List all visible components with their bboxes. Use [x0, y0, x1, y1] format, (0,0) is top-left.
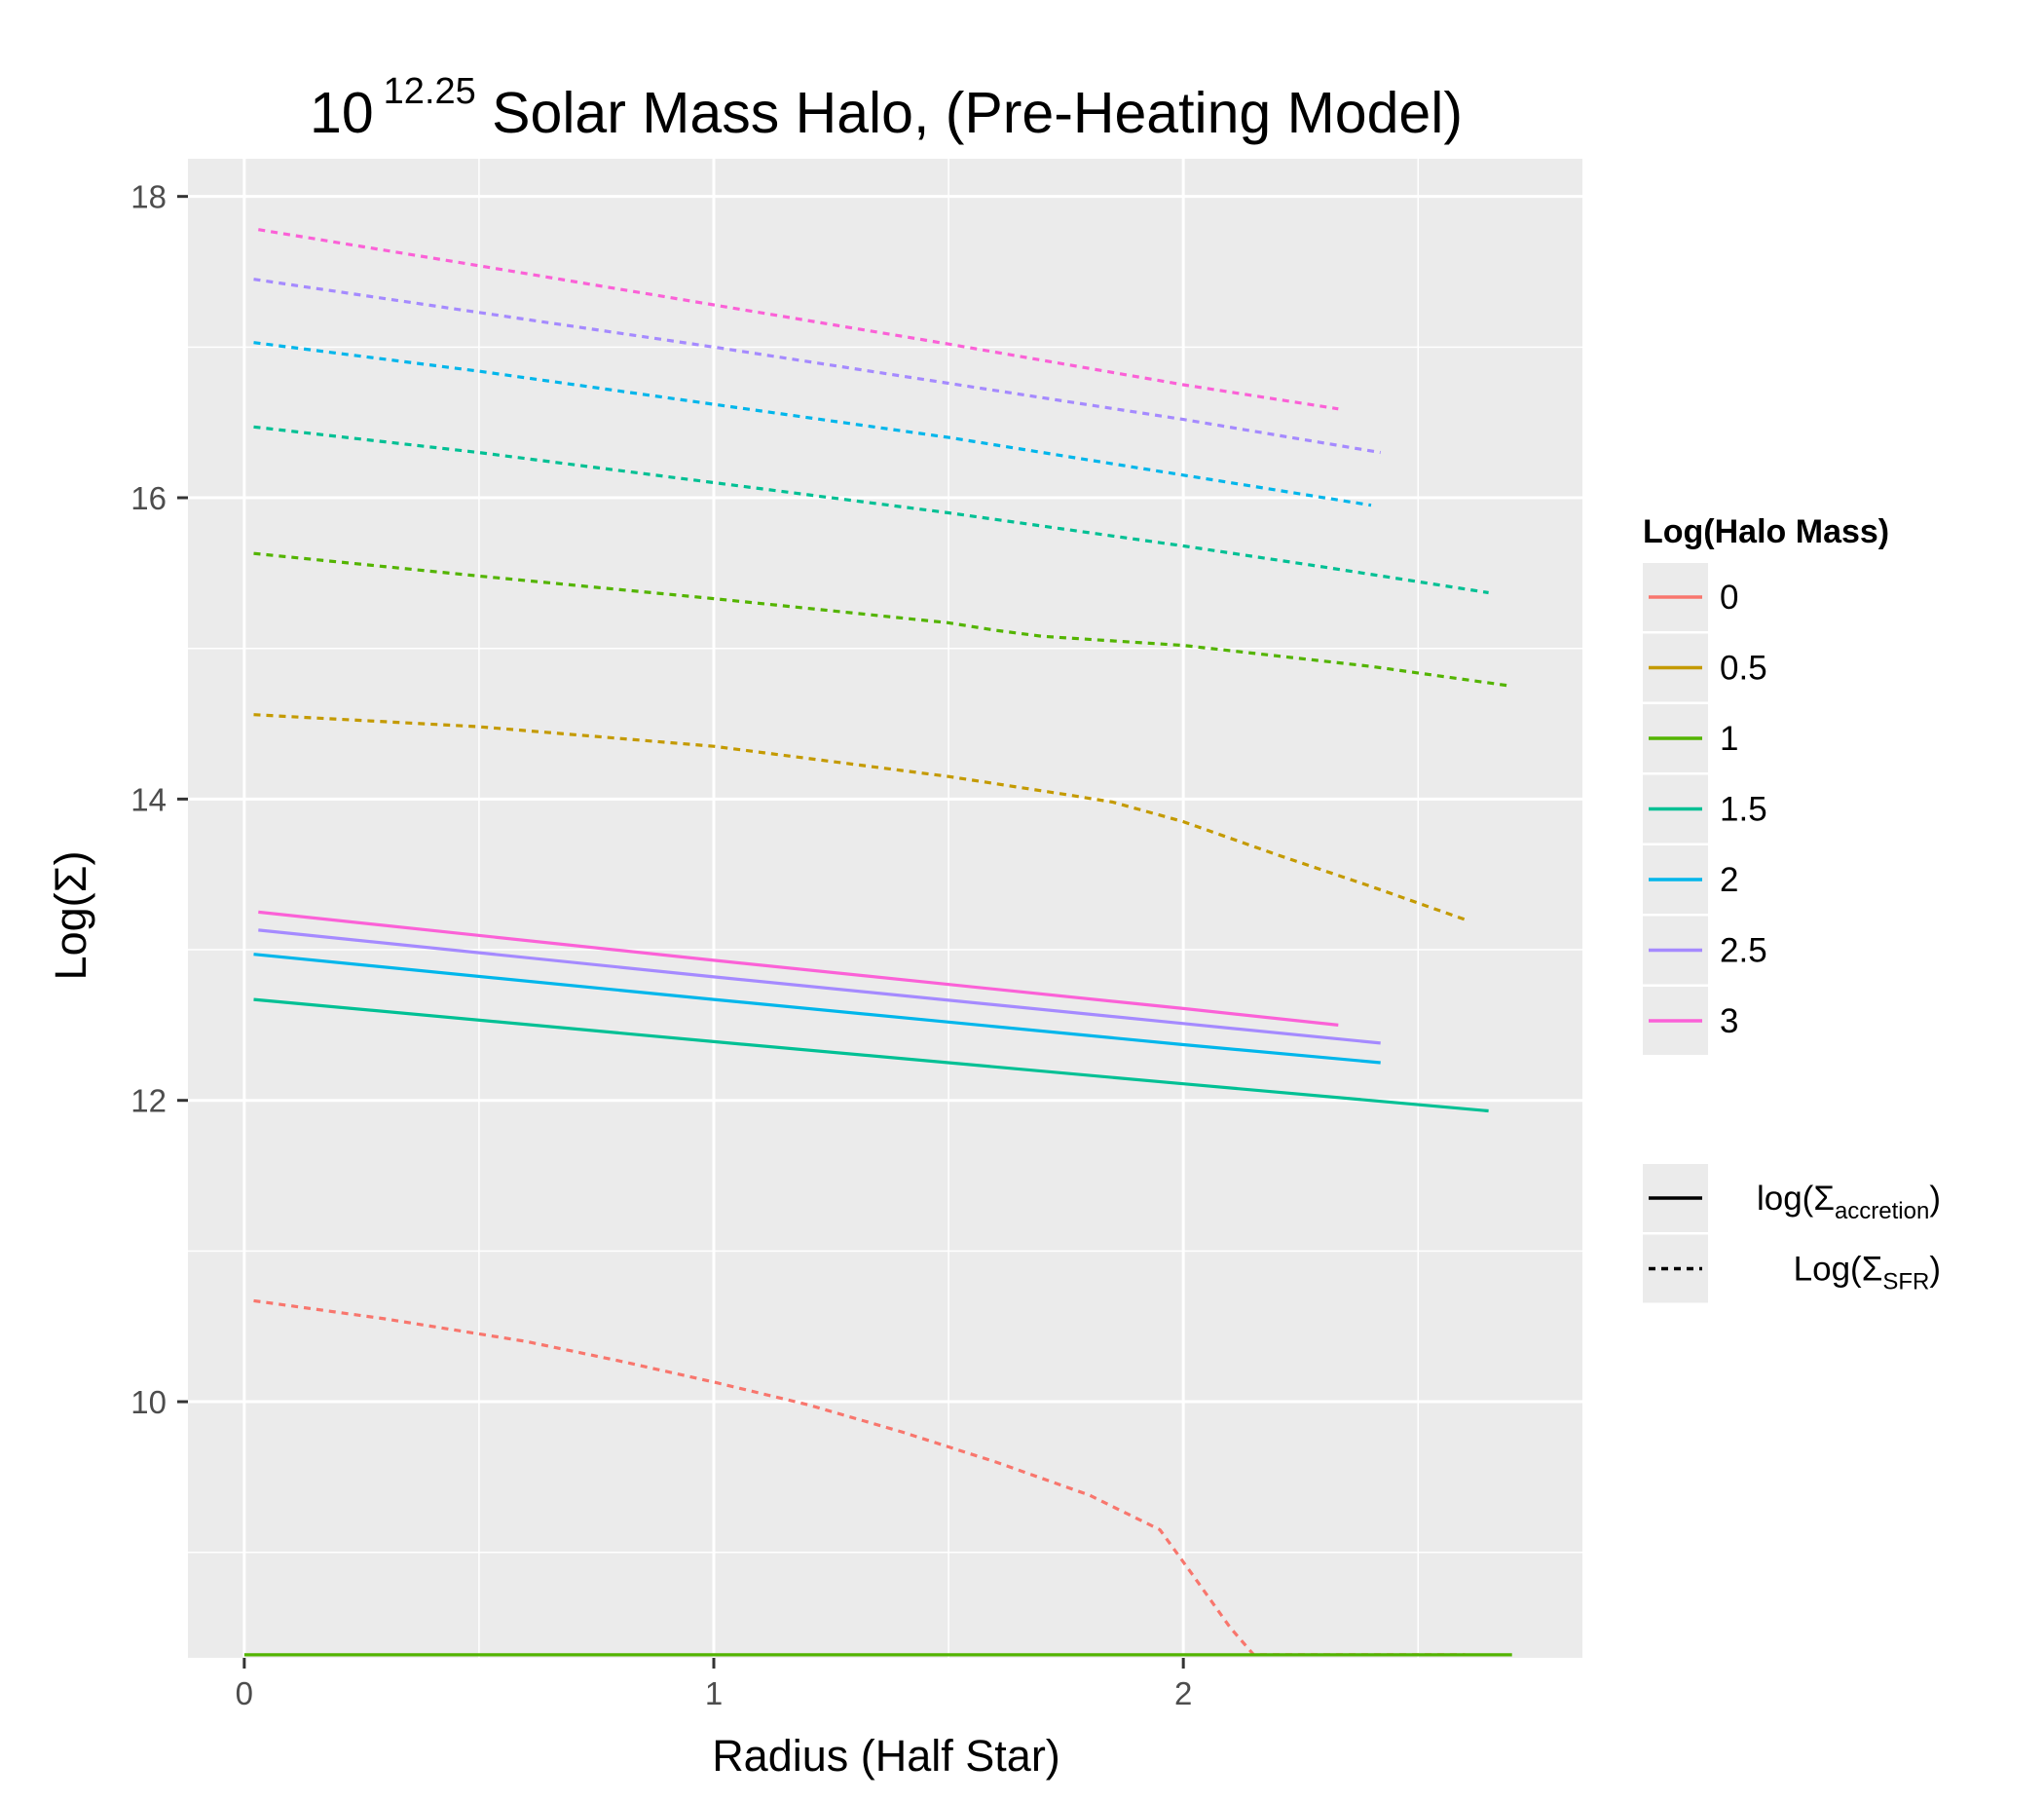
chart-title-rest: Solar Mass Halo, (Pre-Heating Model) [476, 81, 1463, 145]
series-layer [243, 228, 1512, 1657]
legend-label-1.5: 1.5 [1720, 791, 1767, 829]
legend-label-0.5: 0.5 [1720, 650, 1767, 688]
chart-title-superscript: 12.25 [384, 71, 476, 112]
x-tick-label: 2 [1174, 1675, 1192, 1711]
legend-label-1: 1 [1720, 720, 1738, 758]
series-line-3-dotted [258, 228, 1339, 411]
y-tick-label: 12 [130, 1083, 167, 1119]
series-line-2.5-solid [258, 928, 1381, 1045]
chart-title: 10 12.25 Solar Mass Halo, (Pre-Heating Mo… [310, 71, 1463, 145]
legend-linetype-base: Log(Σ [1794, 1251, 1883, 1289]
series-line-0-dotted [253, 1298, 1466, 1657]
series-line-0.5-dotted [253, 713, 1467, 921]
series-line-1.5-solid [253, 997, 1489, 1113]
legend-linetype-items: log(Σaccretion)Log(ΣSFR) [1643, 1164, 1941, 1303]
legend-linetype-close: ) [1929, 1180, 1941, 1218]
series-line-1.5-dotted [253, 425, 1489, 595]
y-tick-label: 16 [130, 480, 167, 516]
legend-title: Log(Halo Mass) [1643, 513, 1889, 550]
major-gridlines [188, 159, 1582, 1658]
series-line-2.5-dotted [253, 278, 1381, 455]
legend-linetype-close: ) [1929, 1251, 1941, 1289]
minor-gridlines [188, 159, 1582, 1658]
legend-linetype-subscript: SFR [1882, 1269, 1929, 1295]
legend: Log(Halo Mass) 0 0.5 1 1.5 2 2.5 3 log(Σaccret… [1643, 513, 1941, 1303]
x-tick-label: 0 [236, 1675, 253, 1711]
y-tick-label: 18 [130, 179, 167, 215]
y-tick-label: 14 [130, 781, 167, 817]
legend-color-items: 0 0.5 1 1.5 2 2.5 3 [1643, 563, 1767, 1055]
x-axis-title: Radius (Half Star) [712, 1731, 1060, 1781]
series-line-2-dotted [253, 341, 1372, 507]
legend-label-2.5: 2.5 [1720, 932, 1767, 970]
legend-linetype-subscript: accretion [1835, 1198, 1929, 1224]
series-line-1-dotted [253, 551, 1512, 688]
series-line-3-solid [258, 910, 1339, 1027]
series-line-2-solid [253, 953, 1381, 1065]
legend-linetype-label: Log(ΣSFR) [1794, 1251, 1941, 1295]
legend-linetype-label: log(Σaccretion) [1757, 1180, 1941, 1224]
legend-linetype-base: log(Σ [1757, 1180, 1835, 1218]
x-tick-label: 1 [705, 1675, 723, 1711]
legend-label-3: 3 [1720, 1002, 1738, 1040]
y-tick-label: 10 [130, 1384, 167, 1420]
y-axis-title: Log(Σ) [46, 851, 95, 981]
plot-panel [188, 159, 1582, 1658]
chart-title-base: 10 [310, 81, 374, 145]
legend-label-2: 2 [1720, 861, 1738, 899]
legend-label-0: 0 [1720, 579, 1738, 617]
